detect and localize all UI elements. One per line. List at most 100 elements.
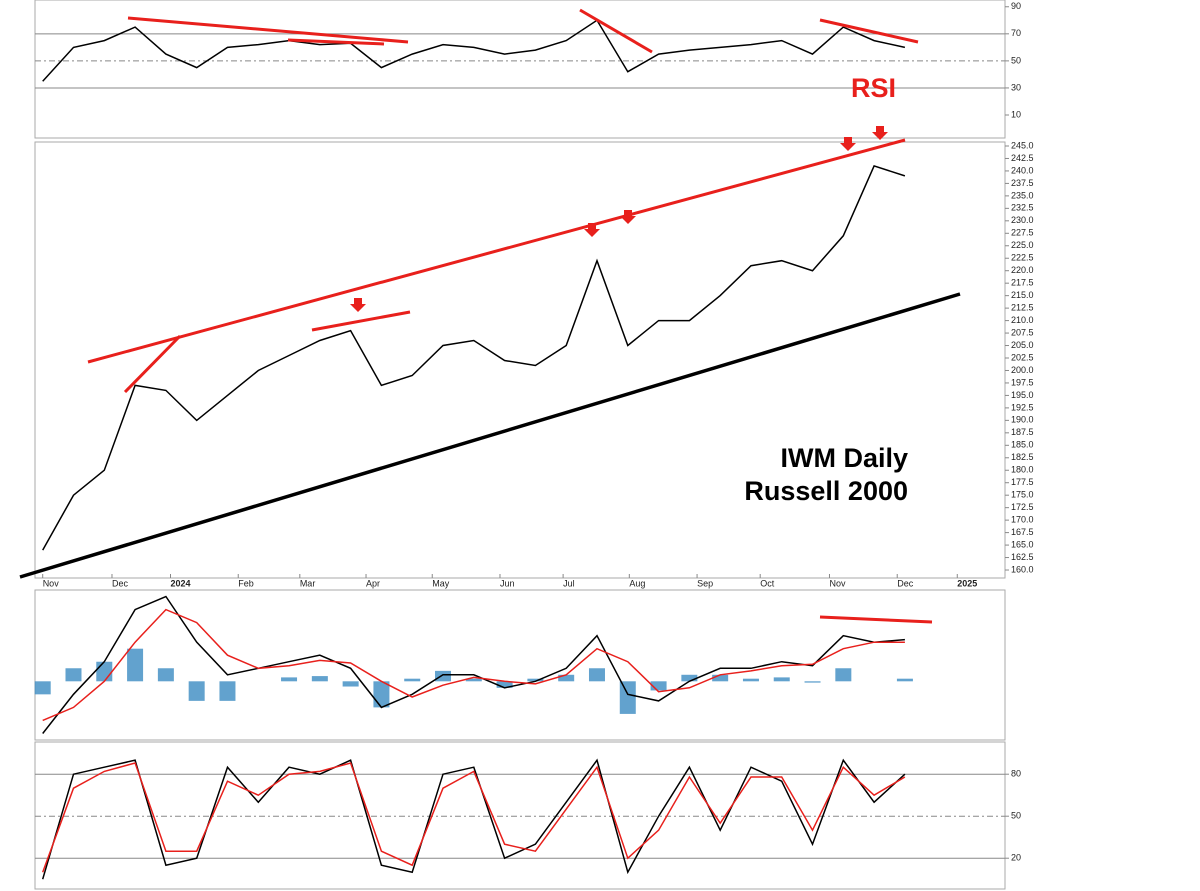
histogram-bar [96,661,113,682]
histogram-bar [742,678,759,682]
y-tick-label: 197.5 [1011,377,1034,387]
y-tick-label: 200.0 [1011,365,1034,375]
y-tick-label: 240.0 [1011,165,1034,175]
y-tick-label: 217.5 [1011,278,1034,288]
y-tick-label: 20 [1011,853,1021,863]
histogram-bar [588,668,605,682]
series-line [41,758,906,880]
y-tick-label: 80 [1011,769,1021,779]
histogram-bar [681,674,698,682]
panel: 10 30 50 70 90 RSI [34,0,1021,139]
arrows [350,126,888,312]
annotation: IWM Daily [780,443,908,473]
y-tick-label: 70 [1011,28,1021,38]
x-tick-label: Aug [629,578,645,588]
histogram-bar [465,678,482,682]
y-tick-label: 230.0 [1011,215,1034,225]
x-tick-label: Feb [238,578,254,588]
y-tick-label: 220.0 [1011,265,1034,275]
panel: 20 50 80 [34,741,1021,890]
y-tick-label: 162.5 [1011,552,1034,562]
y-tick-label: 245.0 [1011,140,1034,150]
y-tick-label: 210.0 [1011,315,1034,325]
x-tick-label: Jul [563,578,575,588]
series-line [42,595,905,734]
y-tick-label: 172.5 [1011,502,1034,512]
panel-frame [34,589,1006,741]
series-line [42,608,905,722]
y-tick-label: 175.0 [1011,490,1034,500]
histogram-bar [34,681,51,695]
histogram-bar [219,681,236,701]
y-tick-label: 195.0 [1011,390,1034,400]
series-line [42,19,906,82]
trendlines [87,8,933,624]
x-tick-label: Apr [366,578,380,588]
panel: 160.0 162.5 165.0 167.5 170.0 172.5 175.0 177.5… [34,140,1034,588]
annotation: RSI [851,73,896,103]
x-tick-label: May [432,578,450,588]
panel-frame [34,141,1006,579]
y-tick-label: 227.5 [1011,228,1034,238]
histogram-bar [157,668,174,682]
y-tick-label: 165.0 [1011,539,1034,549]
histogram-bar [650,681,667,691]
x-tick-label: Dec [112,578,129,588]
y-tick-label: 202.5 [1011,352,1034,362]
y-tick-label: 182.5 [1011,452,1034,462]
panel-frame [34,0,1006,139]
x-tick-label: Nov [43,578,60,588]
y-tick-label: 50 [1011,811,1021,821]
annotation: Russell 2000 [744,476,908,506]
y-tick-label: 30 [1011,82,1021,92]
histogram-bar [835,668,852,682]
histogram-bar [527,678,544,682]
y-tick-label: 50 [1011,55,1021,65]
histogram-bar [712,674,729,682]
y-tick-label: 192.5 [1011,402,1034,412]
series-line [42,164,906,551]
x-tick-label: 2025 [957,578,977,588]
y-tick-label: 167.5 [1011,527,1034,537]
y-tick-label: 90 [1011,1,1021,11]
y-tick-label: 205.0 [1011,340,1034,350]
histogram-bar [619,681,636,714]
histogram-bar [65,668,82,682]
y-tick-label: 160.0 [1011,564,1034,574]
support-trendline [19,292,961,579]
series-line [41,762,906,873]
y-tick-label: 225.0 [1011,240,1034,250]
histogram-bar [311,676,328,682]
y-tick-label: 237.5 [1011,178,1034,188]
histogram-bar [773,677,790,682]
y-tick-label: 222.5 [1011,253,1034,263]
x-tick-label: Jun [500,578,515,588]
y-tick-label: 235.0 [1011,190,1034,200]
histogram-bar [496,681,513,688]
histogram-bar [435,670,452,682]
y-tick-label: 185.0 [1011,440,1034,450]
x-tick-label: Nov [829,578,846,588]
y-tick-label: 207.5 [1011,327,1034,337]
y-tick-label: 170.0 [1011,515,1034,525]
histogram-bar [404,678,421,682]
y-tick-label: 190.0 [1011,415,1034,425]
histogram-bar [896,678,913,682]
x-tick-label: Dec [897,578,914,588]
histogram-bar [804,681,821,683]
y-tick-label: 242.5 [1011,153,1034,163]
y-tick-label: 232.5 [1011,203,1034,213]
x-tick-label: Mar [300,578,316,588]
histogram-bar [373,681,390,708]
histogram-bar [281,677,298,682]
histogram-bar [342,681,359,687]
y-tick-label: 10 [1011,109,1021,119]
y-tick-label: 212.5 [1011,302,1034,312]
x-tick-label: Oct [760,578,775,588]
x-tick-label: Sep [697,578,713,588]
y-tick-label: 215.0 [1011,290,1034,300]
x-tick-label: 2024 [170,578,190,588]
histogram-bar [188,681,205,701]
panel-frame [34,741,1006,890]
